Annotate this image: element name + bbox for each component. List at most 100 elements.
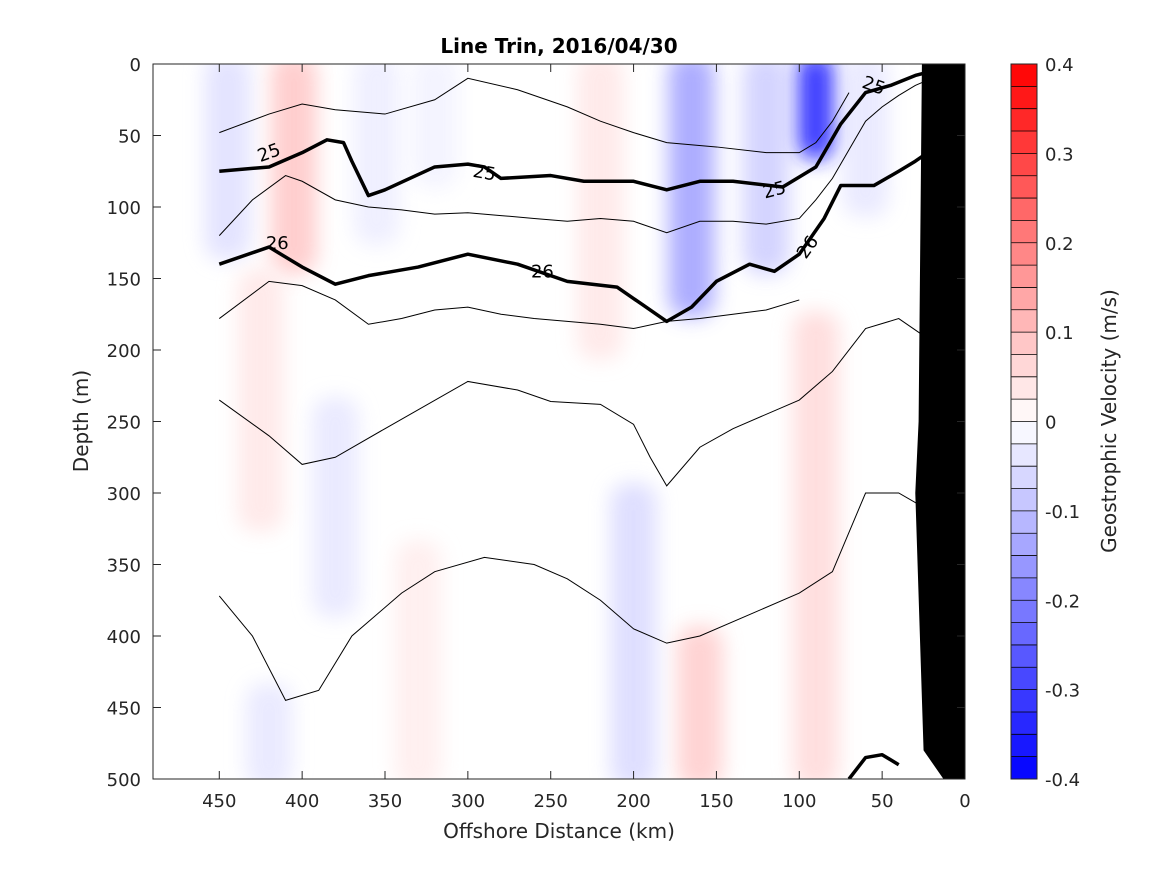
colorbar-tick-label-6: -0.2 <box>1045 591 1080 612</box>
contour-label-group-1: 25 <box>471 161 497 186</box>
colorbar-tick-label-4: 0 <box>1045 413 1056 434</box>
bathymetry <box>915 64 965 779</box>
y-tick-label-9: 450 <box>107 699 141 720</box>
colorbar-segment-14 <box>1011 376 1037 400</box>
density-contour-26-1 <box>218 148 933 324</box>
colorbar-segment-24 <box>1011 600 1037 624</box>
colorbar-segment-31 <box>1011 756 1037 780</box>
y-tick-label-5: 250 <box>107 413 141 434</box>
velocity-band-8 <box>795 64 836 160</box>
colorbar-segment-23 <box>1011 577 1037 601</box>
y-axis: 0 50 100 150 200 250 300 350 400 450 500 <box>107 55 965 791</box>
contour-label-group-5: 26 <box>531 261 554 282</box>
colorbar-segment-7 <box>1011 220 1037 244</box>
y-tick-label-1: 50 <box>118 127 141 148</box>
colorbar-tick-label-1: 0.3 <box>1045 144 1074 165</box>
contour-label-1: 25 <box>471 161 497 186</box>
velocity-band-15 <box>246 683 292 779</box>
chart-title: Line Trin, 2016/04/30 <box>440 34 677 58</box>
colorbar-segment-18 <box>1011 466 1037 490</box>
colorbar-segment-15 <box>1011 399 1037 422</box>
velocity-band-7 <box>668 64 715 318</box>
thin-contour-1 <box>219 77 850 154</box>
velocity-band-12 <box>676 626 723 779</box>
colorbar-segment-4 <box>1011 153 1037 177</box>
velocity-band-11 <box>792 311 839 779</box>
seafloor-shape <box>915 64 965 779</box>
colorbar-segment-1 <box>1011 86 1037 110</box>
thin-contour-2 <box>218 280 800 330</box>
x-tick-label-4: 250 <box>534 791 568 812</box>
thin-contour-4 <box>218 492 924 701</box>
contour-label-5: 26 <box>531 261 554 282</box>
colorbar-segment-25 <box>1011 622 1037 646</box>
x-tick-label-1: 400 <box>285 791 319 812</box>
colorbar-segment-5 <box>1011 175 1037 199</box>
x-tick-label-3: 300 <box>451 791 485 812</box>
colorbar-segment-12 <box>1011 332 1037 355</box>
y-tick-label-8: 400 <box>107 627 141 648</box>
velocity-band-1 <box>270 64 317 275</box>
density-contour-deep-2 <box>847 752 900 779</box>
colorbar-segment-28 <box>1011 689 1037 713</box>
colorbar-tick-label-3: 0.1 <box>1045 323 1074 344</box>
x-axis-title: Offshore Distance (km) <box>443 819 675 843</box>
colorbar-segment-2 <box>1011 108 1037 132</box>
colorbar-segment-6 <box>1011 198 1037 221</box>
colorbar-tick-label-7: -0.3 <box>1045 681 1080 702</box>
x-tick-label-0: 450 <box>202 791 236 812</box>
colorbar-tick-label-8: -0.4 <box>1045 770 1080 791</box>
thin-contour-3 <box>218 317 924 487</box>
colorbar-segment-17 <box>1011 443 1037 467</box>
velocity-band-5 <box>411 64 458 189</box>
y-tick-label-6: 300 <box>107 484 141 505</box>
colorbar-segment-29 <box>1011 711 1037 735</box>
colorbar-segment-19 <box>1011 488 1037 512</box>
y-tick-label-7: 350 <box>107 556 141 577</box>
velocity-band-6 <box>577 64 624 360</box>
velocity-band-0 <box>204 64 251 260</box>
y-tick-label-0: 0 <box>130 55 141 76</box>
y-tick-label-4: 200 <box>107 341 141 362</box>
velocity-band-13 <box>610 483 657 779</box>
y-axis-title: Depth (m) <box>69 370 93 472</box>
y-tick-label-3: 150 <box>107 270 141 291</box>
colorbar-tick-label-0: 0.4 <box>1045 55 1074 76</box>
x-tick-label-5: 200 <box>616 791 650 812</box>
colorbar-segment-8 <box>1011 242 1037 266</box>
colorbar-title: Geostrophic Velocity (m/s) <box>1097 289 1121 553</box>
y-tick-label-2: 100 <box>107 198 141 219</box>
colorbar-segment-11 <box>1011 309 1037 333</box>
x-tick-label-7: 100 <box>782 791 816 812</box>
colorbar-segment-26 <box>1011 644 1037 668</box>
velocity-field <box>204 64 889 779</box>
labeled-contours <box>218 69 933 779</box>
density-contour-25-0 <box>219 69 933 198</box>
x-axis: 450 400 350 300 250 200 150 100 50 0 <box>202 64 971 812</box>
thin-contour-0 <box>218 77 933 236</box>
velocity-band-3 <box>353 64 400 246</box>
x-tick-label-6: 150 <box>699 791 733 812</box>
colorbar-segment-27 <box>1011 667 1037 691</box>
colorbar-segment-10 <box>1011 287 1037 311</box>
colorbar-segment-13 <box>1011 354 1037 378</box>
x-tick-label-9: 0 <box>959 791 970 812</box>
colorbar-tick-label-2: 0.2 <box>1045 234 1074 255</box>
contour-label-group-4: 26 <box>266 233 289 254</box>
velocity-band-4 <box>312 397 359 618</box>
colorbar-segment-3 <box>1011 131 1037 154</box>
colorbar-tick-label-5: -0.1 <box>1045 502 1080 523</box>
y-tick-label-10: 500 <box>107 770 141 791</box>
velocity-band-9 <box>743 64 790 275</box>
velocity-band-10 <box>842 64 889 217</box>
colorbar-segment-20 <box>1011 510 1037 534</box>
colorbar-segment-16 <box>1011 421 1037 445</box>
colorbar-segment-30 <box>1011 734 1037 758</box>
contour-label-4: 26 <box>266 233 289 254</box>
velocity-band-2 <box>237 268 284 532</box>
colorbar-segment-22 <box>1011 555 1037 579</box>
colorbar-frame <box>1010 63 1038 780</box>
colorbar-segment-9 <box>1011 265 1037 288</box>
